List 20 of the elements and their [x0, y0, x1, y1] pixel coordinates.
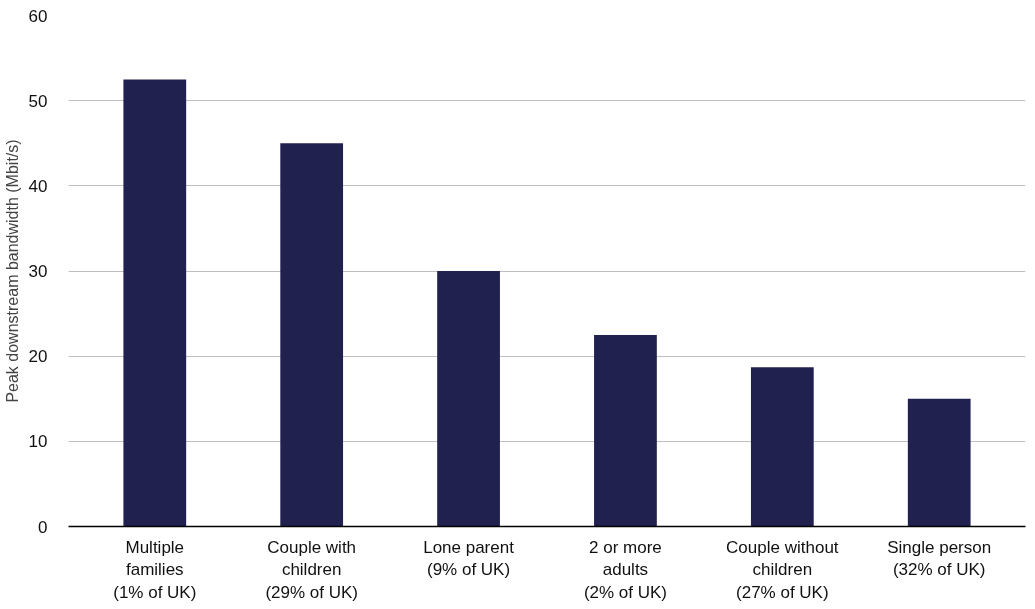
- x-tick-label: Lone parent (9% of UK): [423, 537, 515, 580]
- x-tick-label: Couple without children (27% of UK): [726, 537, 839, 603]
- y-tick-label: 50: [28, 91, 48, 111]
- bar: [437, 271, 500, 527]
- x-tick-label: 2 or more adults (2% of UK): [583, 537, 668, 603]
- bar: [123, 79, 187, 527]
- y-tick-label: 40: [28, 176, 48, 196]
- bar: [750, 367, 814, 527]
- x-tick-label: Single person (32% of UK): [887, 537, 992, 580]
- y-tick-label: 10: [28, 432, 48, 452]
- y-axis-title: Peak downstream bandwidth (Mbit/s): [3, 139, 21, 403]
- y-tick-label: 20: [28, 347, 48, 367]
- bar: [594, 334, 657, 527]
- y-tick-label: 30: [28, 262, 48, 281]
- bar: [280, 143, 344, 527]
- x-tick-label: Couple with children (29% of UK): [265, 537, 358, 603]
- y-tick-label: 0: [38, 517, 48, 537]
- bar: [907, 398, 971, 527]
- x-tick-label: Multiple families (1% of UK): [113, 537, 197, 603]
- y-tick-label: 60: [28, 6, 48, 26]
